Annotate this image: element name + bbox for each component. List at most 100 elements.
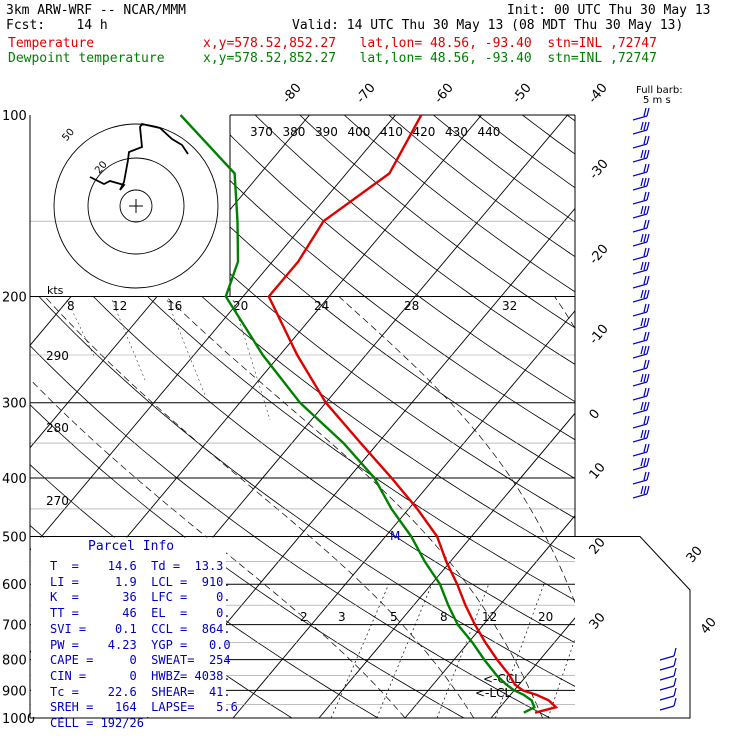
- wind-barb-flag: [646, 317, 650, 327]
- wind-barb: [632, 185, 648, 191]
- pressure-label: 100: [2, 109, 27, 124]
- wind-barb-flag: [646, 373, 650, 383]
- parcel-info-row: CIN = 0 HWBZ= 4038.: [50, 668, 231, 683]
- wind-barb-flag: [643, 233, 647, 243]
- wind-barb-flag: [646, 191, 650, 201]
- moist-adiabat-line: [554, 296, 575, 330]
- pressure-label: 300: [2, 397, 27, 412]
- wind-barb-flag: [643, 219, 647, 229]
- mixing-ratio-label: 3: [338, 610, 346, 624]
- hodograph-ring: [119, 189, 153, 223]
- wind-barb-flag: [646, 219, 650, 229]
- wind-barb-flag: [643, 107, 647, 117]
- wind-panel-outline: [575, 535, 691, 719]
- parcel-info-row: CAPE = 0 SWEAT= 254: [50, 653, 231, 668]
- wind-barb-flag: [640, 485, 644, 495]
- wind-barb: [632, 409, 648, 415]
- wind-barb-flag: [643, 303, 647, 313]
- moist-adiabat-line: [338, 296, 575, 604]
- wind-barb-flag: [646, 485, 650, 495]
- wind-barb-flag: [646, 121, 650, 131]
- mixing-ratio-label: 8: [440, 610, 448, 624]
- isotherm-label: 10: [587, 460, 609, 482]
- isotherm-line: [404, 514, 575, 718]
- theta-label: 270: [46, 494, 69, 508]
- wind-barb: [632, 311, 648, 317]
- wind-barb-flag: [640, 205, 644, 215]
- temperature-location-info: x,y=578.52,852.27 lat,lon= 48.56, -93.40…: [203, 36, 657, 51]
- wind-barb-low: [659, 675, 675, 681]
- forecast-hour: Fcst: 14 h: [6, 18, 108, 33]
- wind-barb-flag: [646, 359, 650, 369]
- wind-barb-flag: [643, 163, 647, 173]
- hodograph-speed-label: 20: [233, 299, 248, 313]
- wind-barb-flag: [640, 149, 644, 159]
- mixing-ratio-line: [376, 584, 433, 718]
- wind-barb-flag: [646, 387, 650, 397]
- theta-label: 420: [413, 125, 436, 139]
- hodograph-speed-label: 24: [314, 299, 329, 313]
- parcel-info-row: CELL = 192/26: [50, 716, 144, 730]
- wind-barb-flag: [640, 345, 644, 355]
- hodograph-ring: [53, 123, 219, 289]
- wind-barb-flag: [643, 401, 647, 411]
- wind-barb-flag: [646, 401, 650, 411]
- wind-barb-flag: [646, 275, 650, 285]
- wind-barb-flag: [643, 359, 647, 369]
- dewpoint-line: [179, 114, 536, 714]
- wind-barb-flag: [646, 107, 650, 117]
- parcel-info-row: TT = 46 EL = 0.: [50, 606, 231, 621]
- wind-barb-flag: [643, 373, 647, 383]
- wind-barb-flag: [646, 289, 650, 299]
- dry-adiabat-line: [388, 115, 575, 258]
- wind-barb-flag: [646, 471, 650, 481]
- isotherm-label: 40: [698, 615, 720, 637]
- wind-barb: [632, 171, 648, 177]
- wind-barb-flag: [643, 443, 647, 453]
- wind-barb: [632, 325, 648, 331]
- isotherm-label: -30: [587, 157, 612, 183]
- mixing-ratio-line: [330, 584, 390, 718]
- wind-barb: [632, 199, 648, 205]
- wind-barb: [632, 115, 648, 121]
- wind-key-value: 5 m s: [643, 95, 671, 106]
- theta-label: 430: [445, 125, 468, 139]
- parcel-info-title: Parcel Info: [88, 539, 175, 554]
- wind-barb: [632, 213, 648, 219]
- parcel-info-row: LI = 1.9 LCL = 910.: [50, 574, 231, 589]
- hodograph-speed-guide: [66, 299, 96, 359]
- wind-barb: [632, 129, 648, 135]
- dry-adiabat-line: [299, 115, 575, 329]
- isotherm-label: 30: [587, 610, 609, 632]
- wind-barb-flag: [646, 247, 650, 257]
- wind-barb-flag: [643, 317, 647, 327]
- wind-barb-flag: [640, 233, 644, 243]
- isotherm-line: [318, 412, 575, 718]
- pressure-label: 1000: [2, 712, 35, 727]
- wind-barb: [632, 241, 648, 247]
- wind-barb-flag: [643, 177, 647, 187]
- parcel-info-row: SVI = 0.1 CCL = 864.: [50, 621, 231, 636]
- wind-barb-flag: [643, 485, 647, 495]
- hodograph-speed-guide: [166, 299, 206, 396]
- isotherm-label: -50: [510, 81, 535, 107]
- wind-barb-low: [659, 695, 675, 701]
- parcel-info-box: [31, 537, 226, 717]
- hodograph-trace: [89, 122, 189, 191]
- wind-barb-low-flag: [673, 687, 677, 697]
- pressure-label: 900: [2, 684, 27, 699]
- wind-barb: [632, 269, 648, 275]
- pressure-label: 800: [2, 654, 27, 669]
- parcel-info-row: K = 36 LFC = 0.: [50, 590, 231, 605]
- wind-barb-flag: [646, 457, 650, 467]
- wind-barb-flag: [646, 331, 650, 341]
- parcel-info-row: Tc = 22.6 SHEAR= 41.: [50, 684, 231, 699]
- wind-barb: [632, 451, 648, 457]
- wind-barb-flag: [646, 233, 650, 243]
- hodograph-speed-label: 28: [404, 299, 419, 313]
- isotherm-label: -10: [587, 322, 612, 348]
- wind-barb: [632, 479, 648, 485]
- wind-barb-flag: [643, 191, 647, 201]
- pressure-label: 600: [2, 578, 27, 593]
